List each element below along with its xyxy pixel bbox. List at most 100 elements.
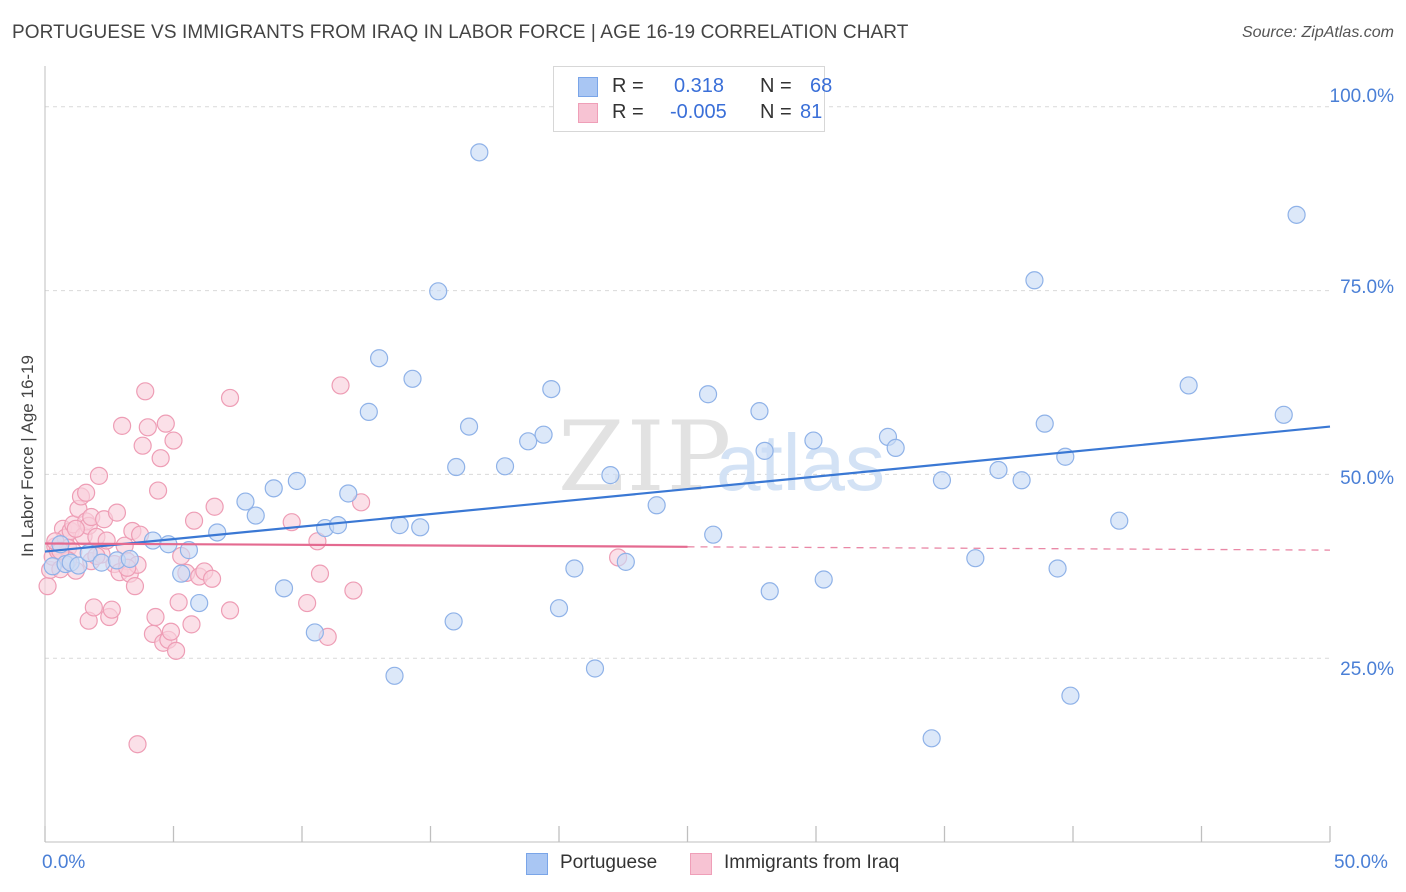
portuguese-point <box>69 556 88 575</box>
portuguese-point <box>274 579 294 598</box>
iraq-point <box>136 382 155 401</box>
portuguese-point <box>120 549 139 569</box>
legend-swatch-portuguese <box>578 77 598 97</box>
iraq-point <box>146 607 165 627</box>
iraq-trend-line <box>44 542 688 548</box>
iraq-point <box>220 601 240 620</box>
portuguese-point <box>495 457 515 476</box>
bottom-legend-label-portuguese: Portuguese <box>560 852 658 873</box>
y-tick-25: 25.0% <box>1340 659 1394 680</box>
portuguese-point <box>932 471 952 490</box>
portuguese-point <box>1061 686 1080 705</box>
portuguese-point <box>236 492 255 511</box>
iraq-point <box>148 481 168 500</box>
y-tick-75: 75.0% <box>1340 277 1394 298</box>
legend-swatch-iraq <box>578 103 598 123</box>
iraq-point <box>161 622 181 641</box>
portuguese-point <box>1012 471 1031 490</box>
portuguese-point <box>390 516 409 535</box>
watermark-zip: ZIP <box>558 401 733 513</box>
iraq-point <box>138 418 157 437</box>
portuguese-point <box>429 282 448 301</box>
iraq-point <box>310 564 330 583</box>
portuguese-point <box>359 402 378 421</box>
watermark-atlas: atlas <box>716 418 885 507</box>
trend-lines <box>44 425 1331 553</box>
portuguese-point <box>922 729 941 748</box>
legend-n-label: N = <box>760 75 792 97</box>
portuguese-point <box>760 582 779 601</box>
iraq-point <box>344 581 363 600</box>
portuguese-point <box>328 516 348 535</box>
portuguese-point <box>1110 511 1129 530</box>
iraq-point <box>107 503 127 522</box>
iraq-point <box>331 376 350 395</box>
iraq-point <box>184 511 204 530</box>
portuguese-point <box>616 552 635 571</box>
portuguese-point <box>208 523 227 542</box>
iraq-point <box>112 416 132 435</box>
portuguese-point <box>459 417 479 436</box>
iraq-point <box>66 519 85 538</box>
iraq-point <box>352 493 371 512</box>
portuguese-point <box>447 457 466 477</box>
portuguese-point <box>385 666 404 685</box>
legend-r-value: 0.318 <box>674 75 725 97</box>
chart-source: Source: ZipAtlas.com <box>1241 24 1394 41</box>
gridlines <box>45 106 1330 659</box>
portuguese-point <box>264 479 283 498</box>
portuguese-point <box>190 593 209 613</box>
portuguese-point <box>565 559 584 578</box>
portuguese-point <box>1287 205 1306 224</box>
portuguese-point <box>92 553 111 572</box>
portuguese-point <box>470 143 489 162</box>
correlation-legend: R = 0.318 N = 68 R = -0.005 N = 81 <box>553 66 832 132</box>
portuguese-point <box>411 518 430 537</box>
portuguese-point <box>1035 414 1054 433</box>
iraq-point <box>128 735 147 754</box>
bottom-legend-swatch-portuguese <box>526 853 548 875</box>
legend-r-value: -0.005 <box>670 101 727 123</box>
portuguese-point <box>542 379 561 399</box>
axes <box>44 66 1331 843</box>
portuguese-point <box>989 460 1008 480</box>
x-tick-0: 0.0% <box>42 852 86 873</box>
iraq-point <box>166 641 186 660</box>
portuguese-point <box>755 441 774 460</box>
portuguese-point <box>370 349 389 368</box>
portuguese-point <box>814 570 833 589</box>
portuguese-point <box>172 564 191 583</box>
portuguese-point <box>339 484 358 503</box>
iraq-point <box>125 577 145 596</box>
portuguese-point <box>704 525 723 544</box>
legend-r-label: R = <box>612 101 644 123</box>
portuguese-point <box>287 471 306 491</box>
portuguese-point <box>886 438 905 458</box>
iraq-point <box>156 414 175 433</box>
iraq-point <box>84 598 103 617</box>
portuguese-point <box>698 385 718 404</box>
iraq-point <box>298 593 317 613</box>
data-points <box>38 143 1306 754</box>
portuguese-point <box>444 612 463 631</box>
legend-r-label: R = <box>612 75 644 97</box>
portuguese-point <box>1025 271 1044 290</box>
portuguese-point <box>750 402 769 421</box>
portuguese-point <box>549 599 569 618</box>
portuguese-point <box>403 369 422 388</box>
bottom-legend-label-iraq: Immigrants from Iraq <box>724 852 900 873</box>
portuguese-point <box>519 432 538 451</box>
portuguese-point <box>1048 559 1067 578</box>
portuguese-point <box>1274 405 1293 424</box>
legend-n-value: 81 <box>800 101 823 123</box>
portuguese-point <box>804 431 823 450</box>
iraq-point <box>89 466 109 485</box>
x-tick-50: 50.0% <box>1334 852 1388 873</box>
portuguese-point <box>601 466 620 485</box>
y-tick-50: 50.0% <box>1340 468 1394 489</box>
iraq-point <box>77 483 96 502</box>
iraq-point <box>151 449 170 468</box>
portuguese-point <box>585 659 605 678</box>
iraq-point <box>202 569 222 588</box>
